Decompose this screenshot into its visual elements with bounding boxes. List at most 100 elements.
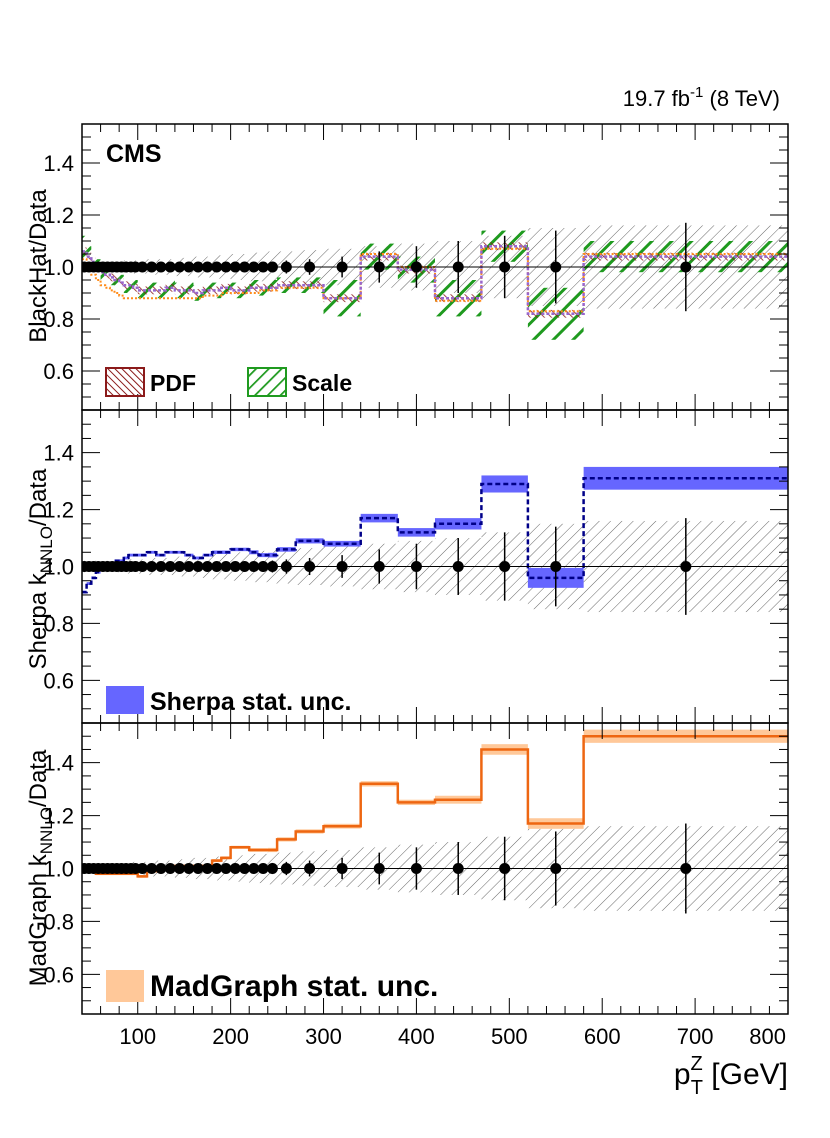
data-point [336,561,348,572]
data-point [229,261,241,273]
y-tick-label: 1.2 [43,804,74,829]
data-point [164,561,176,572]
data-point [220,863,232,874]
legend-scale-swatch [247,367,287,397]
y-tick-label: 1.0 [43,255,74,280]
data-point [174,561,186,572]
data-point [220,561,232,572]
data-point [280,561,292,572]
ylabel-sherpa: Sherpa kNNLO/Data [25,468,56,669]
panel-sherpa: 0.6 0.8 1.0 1.2 1.4 [43,409,789,724]
data-point [452,863,464,874]
panel-madgraph: 0.6 0.8 1.0 1.2 1.4 [43,722,789,1015]
data-point [452,261,464,273]
pdf-band [258,283,268,292]
data-point [201,863,213,874]
data-point [220,261,232,273]
data-point [155,863,167,874]
y-tick-label: 1.4 [43,151,74,176]
y-tick-label: 1.0 [43,857,74,882]
x-tick-label: 600 [584,1024,621,1049]
data-point [211,863,223,874]
data-point [248,261,260,273]
legend-scale-label: Scale [292,370,352,396]
y-tick-label: 0.6 [43,962,74,987]
data-point [164,261,176,273]
data-point [183,561,195,572]
plot-area [82,222,788,340]
x-tick-label: 500 [491,1024,528,1049]
data-point [146,561,158,572]
data-point [452,561,464,572]
data-point [192,261,204,273]
sherpa-stat-band [128,553,134,557]
data-point [136,561,148,572]
sherpa-stat-band [119,559,124,563]
sherpa-stat-band [360,513,398,523]
data-point [183,261,195,273]
data-point [174,863,186,874]
x-tick-label: 700 [677,1024,714,1049]
data-point [248,561,260,572]
y-tick-label: 0.8 [43,307,74,332]
data-point [336,261,348,273]
data-point [257,261,269,273]
data-point [550,863,562,874]
data-point [136,261,148,273]
data-point [280,261,292,273]
data-point [146,863,158,874]
x-tick-label: 800 [749,1024,786,1049]
data-point [239,261,251,273]
cms-label: CMS [106,140,162,168]
data-point [266,561,278,572]
sherpa-stat-band [323,540,361,547]
data-point [257,863,269,874]
sherpa-stat-band [239,547,250,552]
data-point [192,561,204,572]
y-tick-label: 1.0 [43,555,74,580]
legend-madgraph-label: MadGraph stat. unc. [150,970,438,1003]
sherpa-stat-band [147,550,157,554]
data-point [410,561,422,572]
data-point [164,863,176,874]
data-point [248,863,260,874]
data-point [155,561,167,572]
pdf-band [137,286,148,295]
x-tick-label: 100 [119,1024,156,1049]
pdf-band [249,283,259,292]
sherpa-stat-band [174,550,185,554]
panel-blackhat: 0.6 0.8 1.0 1.2 1.4 [43,123,789,411]
y-tick-label: 0.8 [43,909,74,934]
data-point [373,261,385,273]
data-point [410,261,422,273]
madgraph-line [82,734,788,878]
legend-madgraph-swatch [106,970,144,1002]
x-tick-label: 400 [398,1024,435,1049]
data-point [192,863,204,874]
data-point [304,261,316,273]
sherpa-stat-band [193,556,203,560]
data-point [183,863,195,874]
x-axis-title: pZ T [GeV] [674,1053,788,1099]
x-tick-label: 300 [305,1024,342,1049]
y-tick-label: 1.4 [43,751,74,776]
y-tick-label: 1.2 [43,203,74,228]
legend-sherpa-swatch [106,686,144,714]
data-point [174,261,186,273]
data-point [239,561,251,572]
data-point [257,561,269,572]
data-point [266,863,278,874]
legend-pdf-swatch [105,367,145,397]
pdf-band [165,283,175,292]
x-tick-labels: 100 200 300 400 500 600 700 800 [119,1024,786,1049]
data-point [136,863,148,874]
data-point [211,261,223,273]
data-point [266,261,278,273]
sherpa-stat-band [258,553,268,558]
data-point [550,561,562,572]
data-point [550,261,562,273]
y-tick-label: 1.4 [43,441,74,466]
ylabel-blackhat: BlackHat/Data [25,189,52,343]
pdf-band [277,281,296,290]
